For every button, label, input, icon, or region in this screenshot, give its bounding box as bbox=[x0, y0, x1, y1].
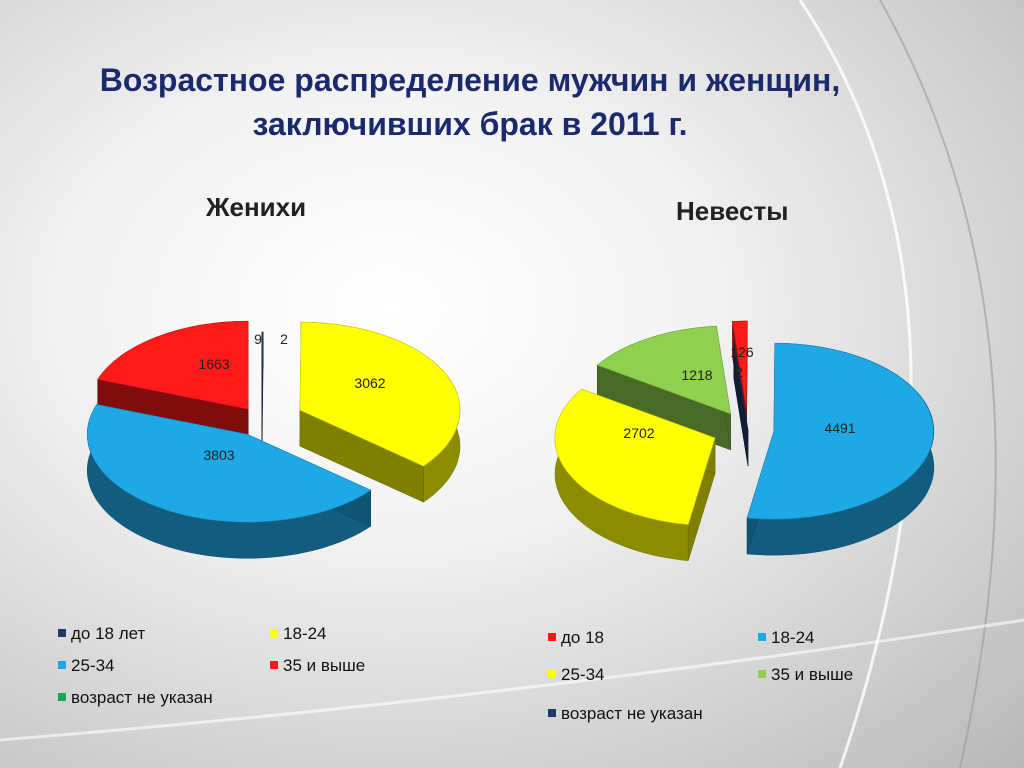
brides-legend-item-2: 18-24 bbox=[758, 628, 814, 648]
legend-label: 25-34 bbox=[71, 656, 115, 675]
grooms-slice-1 bbox=[261, 331, 264, 457]
slide-title: Возрастное распределение мужчин и женщин… bbox=[40, 58, 900, 146]
grooms-data-label-5: 2 bbox=[280, 331, 288, 347]
legend-swatch bbox=[758, 632, 766, 641]
grooms-slice-3 bbox=[86, 403, 372, 559]
grooms-data-label-4: 1663 bbox=[198, 356, 229, 372]
brides-legend-item-4: 35 и выше bbox=[758, 665, 853, 685]
legend-swatch bbox=[548, 708, 556, 717]
legend-swatch bbox=[58, 660, 66, 669]
legend-label: 35 и выше bbox=[771, 665, 854, 684]
grooms-chart-title: Женихи bbox=[206, 192, 307, 222]
legend-label: до 18 bbox=[561, 628, 605, 647]
grooms-pie: 9 3062 3803 1663 2 bbox=[86, 320, 461, 559]
legend-swatch bbox=[270, 628, 278, 637]
brides-pie: 126 4491 2702 1218 2 bbox=[554, 320, 935, 561]
brides-data-label-4: 1218 bbox=[681, 367, 712, 383]
brides-legend-item-1: до 18 bbox=[548, 628, 604, 648]
grooms-legend-item-5: возраст не указан bbox=[58, 688, 213, 708]
legend-swatch bbox=[548, 669, 556, 678]
legend-label: возраст не указан bbox=[561, 704, 703, 723]
grooms-legend-item-4: 35 и выше bbox=[270, 656, 365, 676]
brides-slice-3 bbox=[554, 388, 716, 561]
brides-slice-4 bbox=[596, 325, 731, 451]
legend-label: 18-24 bbox=[283, 624, 327, 643]
grooms-legend-item-3: 25-34 bbox=[58, 656, 114, 676]
slide-title-line2: заключивших брак в 2011 г. bbox=[252, 106, 688, 142]
grooms-legend-item-1: до 18 лет bbox=[58, 624, 145, 644]
brides-chart-title: Невесты bbox=[676, 196, 789, 226]
legend-swatch bbox=[58, 628, 66, 637]
grooms-data-label-1: 9 bbox=[254, 331, 262, 347]
grooms-data-label-3: 3803 bbox=[203, 447, 234, 463]
brides-data-label-1: 126 bbox=[730, 344, 754, 360]
brides-slice-2 bbox=[746, 342, 935, 556]
legend-swatch bbox=[548, 632, 556, 641]
slide-title-line1: Возрастное распределение мужчин и женщин… bbox=[99, 62, 841, 98]
legend-label: 18-24 bbox=[771, 628, 815, 647]
legend-label: 25-34 bbox=[561, 665, 605, 684]
legend-swatch bbox=[58, 692, 66, 701]
grooms-slice-2 bbox=[299, 321, 461, 503]
grooms-data-label-2: 3062 bbox=[354, 375, 385, 391]
brides-data-label-2: 4491 bbox=[824, 420, 855, 436]
legend-label: 35 и выше bbox=[283, 656, 366, 675]
brides-legend-item-5: возраст не указан bbox=[548, 704, 703, 724]
brides-slice-5 bbox=[733, 341, 749, 467]
brides-legend-item-3: 25-34 bbox=[548, 665, 604, 685]
brides-data-label-3: 2702 bbox=[623, 425, 654, 441]
legend-label: возраст не указан bbox=[71, 688, 213, 707]
legend-swatch bbox=[270, 660, 278, 669]
legend-label: до 18 лет bbox=[71, 624, 146, 643]
grooms-legend-item-2: 18-24 bbox=[270, 624, 326, 644]
legend-swatch bbox=[758, 669, 766, 678]
brides-data-label-5: 2 bbox=[735, 364, 743, 380]
